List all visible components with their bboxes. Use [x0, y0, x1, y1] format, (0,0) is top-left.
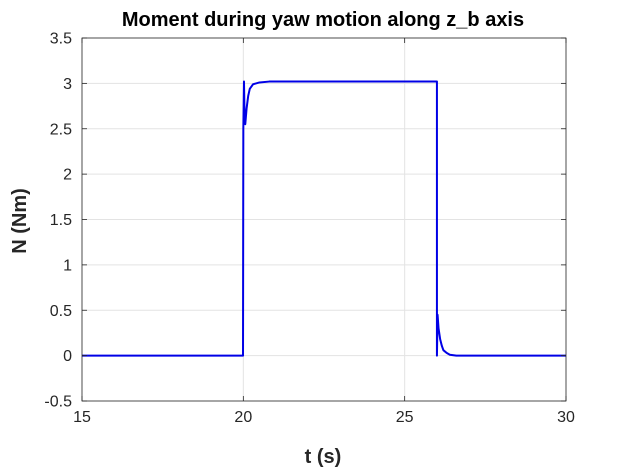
- series-line: [82, 80, 566, 357]
- x-tick-label: 25: [396, 409, 414, 426]
- y-tick-label: 3.5: [50, 31, 72, 48]
- y-tick-label: 3: [63, 76, 72, 93]
- y-tick-label: 0: [63, 348, 72, 365]
- x-tick-label: 20: [234, 409, 252, 426]
- ticks: 15 20 25 30 -0.5 0 0.5 1 1.5 2 2.5 3 3.5: [44, 31, 575, 427]
- chart-title: Moment during yaw motion along z_b axis: [122, 9, 524, 31]
- x-tick-label: 15: [73, 409, 91, 426]
- y-tick-label: 2.5: [50, 121, 72, 138]
- y-tick-label: 1.5: [50, 212, 72, 229]
- x-tick-label: 30: [557, 409, 575, 426]
- y-tick-label: -0.5: [44, 394, 72, 411]
- y-tick-label: 0.5: [50, 303, 72, 320]
- series-layer: [82, 80, 566, 357]
- x-axis-label: t (s): [305, 446, 342, 468]
- y-axis-label: N (Nm): [9, 188, 31, 254]
- y-tick-label: 2: [63, 167, 72, 184]
- y-tick-label: 1: [63, 257, 72, 274]
